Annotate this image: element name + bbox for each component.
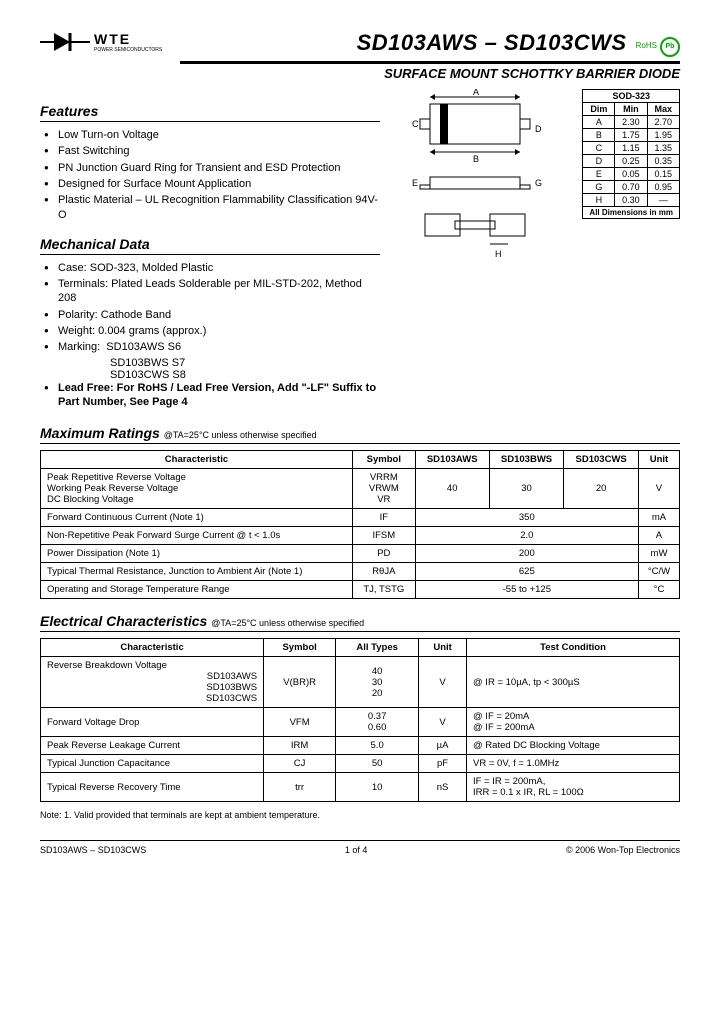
list-item: Weight: 0.004 grams (approx.) xyxy=(40,324,380,338)
page-footer: SD103AWS – SD103CWS 1 of 4 © 2006 Won-To… xyxy=(40,840,680,855)
svg-text:H: H xyxy=(495,249,502,259)
electrical-cond: @TA=25°C unless otherwise specified xyxy=(211,618,364,628)
svg-text:E: E xyxy=(412,178,418,188)
maxratings-table: CharacteristicSymbolSD103AWSSD103BWSSD10… xyxy=(40,450,680,599)
diode-icon xyxy=(40,30,90,54)
mechanical-heading: Mechanical Data xyxy=(40,236,380,255)
maxratings-cond: @TA=25°C unless otherwise specified xyxy=(164,430,317,440)
footer-right: © 2006 Won-Top Electronics xyxy=(566,845,680,855)
features-heading: Features xyxy=(40,103,380,122)
page-header: WTE POWER SEMICONDUCTORS SD103AWS – SD10… xyxy=(40,30,680,81)
electrical-title: Electrical Characteristics xyxy=(40,613,207,629)
list-item: Fast Switching xyxy=(40,144,380,158)
svg-text:A: A xyxy=(473,89,479,97)
marking-item: Marking: SD103AWS S6 xyxy=(40,340,380,354)
page-title: SD103AWS – SD103CWS xyxy=(357,30,627,55)
electrical-heading: Electrical Characteristics @TA=25°C unle… xyxy=(40,613,680,632)
title-block: SD103AWS – SD103CWS RoHS Pb SURFACE MOUN… xyxy=(180,30,680,81)
list-item: Terminals: Plated Leads Solderable per M… xyxy=(40,277,380,306)
maxratings-heading: Maximum Ratings @TA=25°C unless otherwis… xyxy=(40,425,680,444)
list-item: Designed for Surface Mount Application xyxy=(40,177,380,191)
svg-text:B: B xyxy=(473,154,479,164)
pb-icon: Pb xyxy=(660,37,680,57)
marking-sub: SD103CWS S8 xyxy=(40,369,380,381)
leadfree-item: Lead Free: For RoHS / Lead Free Version,… xyxy=(40,381,380,410)
svg-text:G: G xyxy=(535,178,542,188)
maxratings-title: Maximum Ratings xyxy=(40,425,160,441)
dimension-table: SOD-323DimMinMaxA2.302.70B1.751.95C1.151… xyxy=(582,89,680,219)
list-item: Polarity: Cathode Band xyxy=(40,308,380,322)
package-diagrams: A B C D E G H xyxy=(400,89,574,272)
footer-left: SD103AWS – SD103CWS xyxy=(40,845,146,855)
footnote: Note: 1. Valid provided that terminals a… xyxy=(40,810,680,820)
list-item: Plastic Material – UL Recognition Flamma… xyxy=(40,193,380,222)
subtitle: SURFACE MOUNT SCHOTTKY BARRIER DIODE xyxy=(180,61,680,81)
mechanical-list: Case: SOD-323, Molded Plastic Terminals: … xyxy=(40,261,380,409)
footer-center: 1 of 4 xyxy=(345,845,368,855)
dimension-table-block: SOD-323DimMinMaxA2.302.70B1.751.95C1.151… xyxy=(582,89,680,219)
package-drawing-icon: A B C D E G H xyxy=(400,89,560,269)
brand-sub: POWER SEMICONDUCTORS xyxy=(94,47,162,53)
features-list: Low Turn-on Voltage Fast Switching PN Junc… xyxy=(40,128,380,222)
list-item: Low Turn-on Voltage xyxy=(40,128,380,142)
svg-text:D: D xyxy=(535,124,542,134)
electrical-table: CharacteristicSymbolAll TypesUnitTest Co… xyxy=(40,638,680,802)
list-item: PN Junction Guard Ring for Transient and… xyxy=(40,161,380,175)
marking-sub: SD103BWS S7 xyxy=(40,357,380,369)
brand-text: WTE xyxy=(94,31,162,47)
svg-text:C: C xyxy=(412,119,419,129)
logo: WTE POWER SEMICONDUCTORS xyxy=(40,30,180,54)
rohs-icon: RoHS xyxy=(636,41,657,50)
list-item: Case: SOD-323, Molded Plastic xyxy=(40,261,380,275)
